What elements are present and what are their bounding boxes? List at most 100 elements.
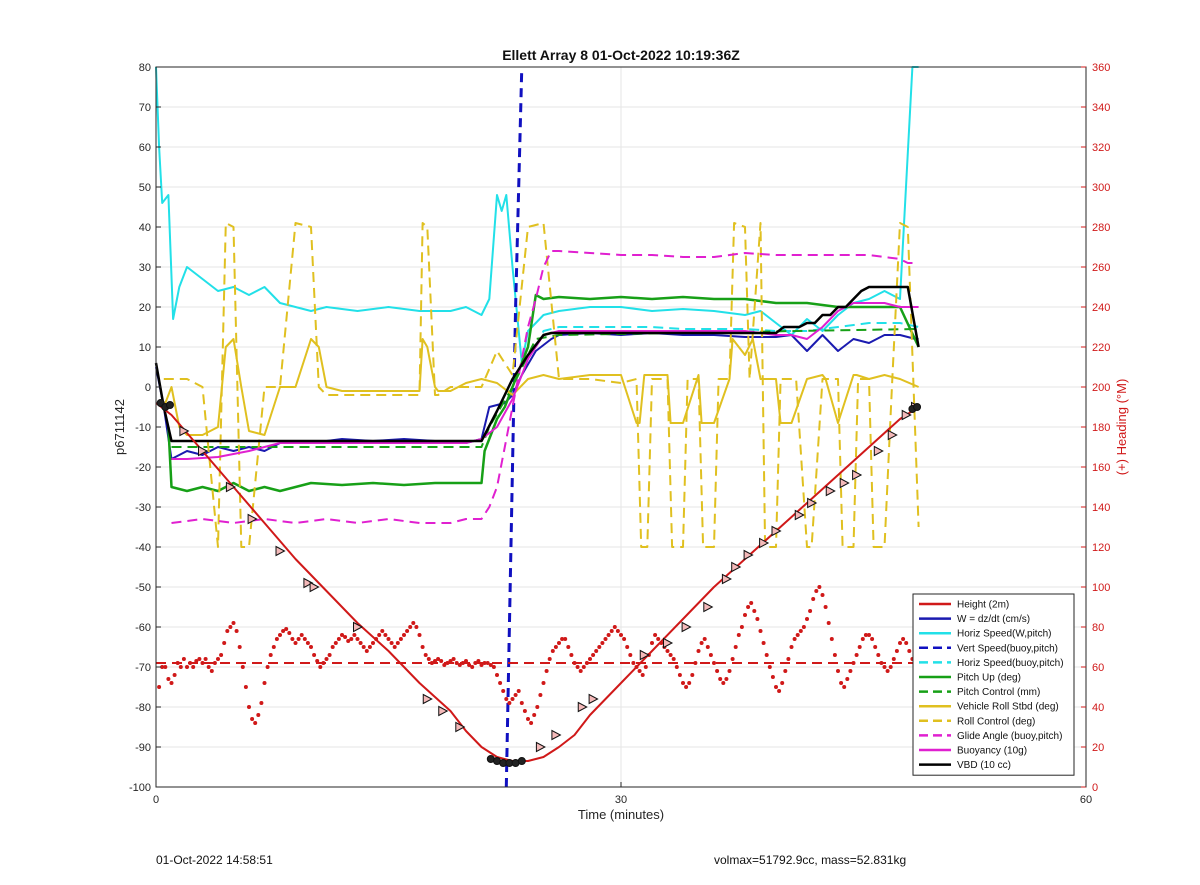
triangle-marker xyxy=(309,581,320,593)
heading-point xyxy=(836,669,840,673)
triangle-marker xyxy=(825,485,836,497)
heading-point xyxy=(588,657,592,661)
heading-point xyxy=(439,659,444,663)
legend-label: Horiz Speed(buoy,pitch) xyxy=(957,658,1064,669)
x-tick-label: 60 xyxy=(1080,794,1092,806)
triangle-marker xyxy=(275,545,286,557)
heading-point xyxy=(860,637,865,641)
x-axis-label: Time (minutes) xyxy=(578,807,664,822)
heading-point xyxy=(873,645,878,649)
triangle-marker xyxy=(901,409,912,421)
heading-point xyxy=(228,625,233,629)
heading-point xyxy=(318,665,323,669)
heading-point xyxy=(867,633,871,637)
heading-point xyxy=(885,669,890,673)
heading-point xyxy=(637,669,642,673)
legend-label: Glide Angle (buoy,pitch) xyxy=(957,731,1062,742)
x-axis-ticks: 0 30 60 xyxy=(153,782,1092,806)
triangle-marker xyxy=(731,561,742,573)
triangle-marker xyxy=(303,577,314,589)
heading-point xyxy=(832,653,837,657)
heading-point xyxy=(848,669,853,673)
heading-point xyxy=(795,633,800,637)
heading-point xyxy=(696,649,701,653)
y2-tick-label: 180 xyxy=(1092,422,1110,434)
heading-point xyxy=(758,629,763,633)
triangle-marker xyxy=(551,729,562,741)
legend-label: VBD (10 cc) xyxy=(957,760,1011,771)
heading-point xyxy=(237,645,242,649)
heading-point xyxy=(857,645,862,649)
heading-point xyxy=(324,657,329,661)
heading-point xyxy=(284,627,289,631)
y-tick-label: 40 xyxy=(139,222,151,234)
heading-point xyxy=(451,657,456,661)
heading-point xyxy=(597,645,602,649)
heading-point xyxy=(538,693,543,697)
heading-point xyxy=(178,665,183,669)
triangle-marker xyxy=(743,549,754,561)
heading-point xyxy=(888,665,893,669)
heading-point xyxy=(811,597,816,601)
heading-point xyxy=(296,637,301,641)
y2-tick-label: 60 xyxy=(1092,662,1104,674)
heading-point xyxy=(240,665,245,669)
heading-point xyxy=(659,641,664,645)
triangle-marker xyxy=(455,721,466,733)
heading-point xyxy=(507,701,512,705)
y-tick-label: 70 xyxy=(139,102,151,114)
series-line-pitch-up-deg xyxy=(167,293,920,493)
heading-point xyxy=(876,653,881,657)
heading-point xyxy=(563,637,568,641)
triangle-marker xyxy=(852,469,863,481)
heading-point xyxy=(634,665,639,669)
legend-label: Height (2m) xyxy=(957,600,1009,611)
y-tick-label: -90 xyxy=(135,742,151,754)
heading-point xyxy=(808,609,813,613)
triangle-marker xyxy=(771,525,782,537)
heading-point xyxy=(882,665,887,669)
triangle-marker xyxy=(198,445,209,457)
y2-tick-label: 160 xyxy=(1092,462,1110,474)
heading-point xyxy=(380,629,385,633)
footer-timestamp: 01-Oct-2022 14:58:51 xyxy=(156,853,273,867)
heading-point xyxy=(817,585,822,589)
dense-marker xyxy=(165,401,174,409)
heading-point xyxy=(274,637,279,641)
heading-point xyxy=(904,641,909,645)
heading-point xyxy=(674,665,679,669)
heading-point xyxy=(278,633,282,637)
heading-point xyxy=(259,701,264,705)
y2-tick-label: 320 xyxy=(1092,142,1110,154)
dense-marker xyxy=(517,757,526,765)
series-line-roll-control-deg xyxy=(163,222,920,548)
heading-point xyxy=(755,617,760,621)
triangle-marker xyxy=(681,621,692,633)
series-line-vert-speed-buoy-pitch xyxy=(504,66,524,788)
heading-point xyxy=(185,665,189,669)
heading-point xyxy=(191,665,196,669)
heading-point xyxy=(681,681,685,685)
heading-point xyxy=(553,645,558,649)
triangle-marker xyxy=(535,741,546,753)
heading-point xyxy=(222,641,227,645)
heading-point xyxy=(677,673,682,677)
triangle-marker xyxy=(247,513,258,525)
heading-point xyxy=(395,641,400,645)
heading-point xyxy=(358,641,363,645)
heading-point xyxy=(625,645,630,649)
legend-label: Vert Speed(buoy,pitch) xyxy=(957,643,1058,654)
heading-point xyxy=(603,637,608,641)
heading-point xyxy=(544,669,549,673)
heading-point xyxy=(767,665,772,669)
y-tick-label: -40 xyxy=(135,542,151,554)
heading-point xyxy=(575,665,580,669)
heading-point xyxy=(581,665,586,669)
triangle-marker xyxy=(422,693,433,705)
series-line-glide-angle-buoy-pitch xyxy=(171,250,916,524)
heading-point xyxy=(454,661,459,665)
y-tick-label: 60 xyxy=(139,142,151,154)
heading-point xyxy=(262,681,267,685)
heading-point xyxy=(693,661,698,665)
heading-point xyxy=(516,689,521,693)
